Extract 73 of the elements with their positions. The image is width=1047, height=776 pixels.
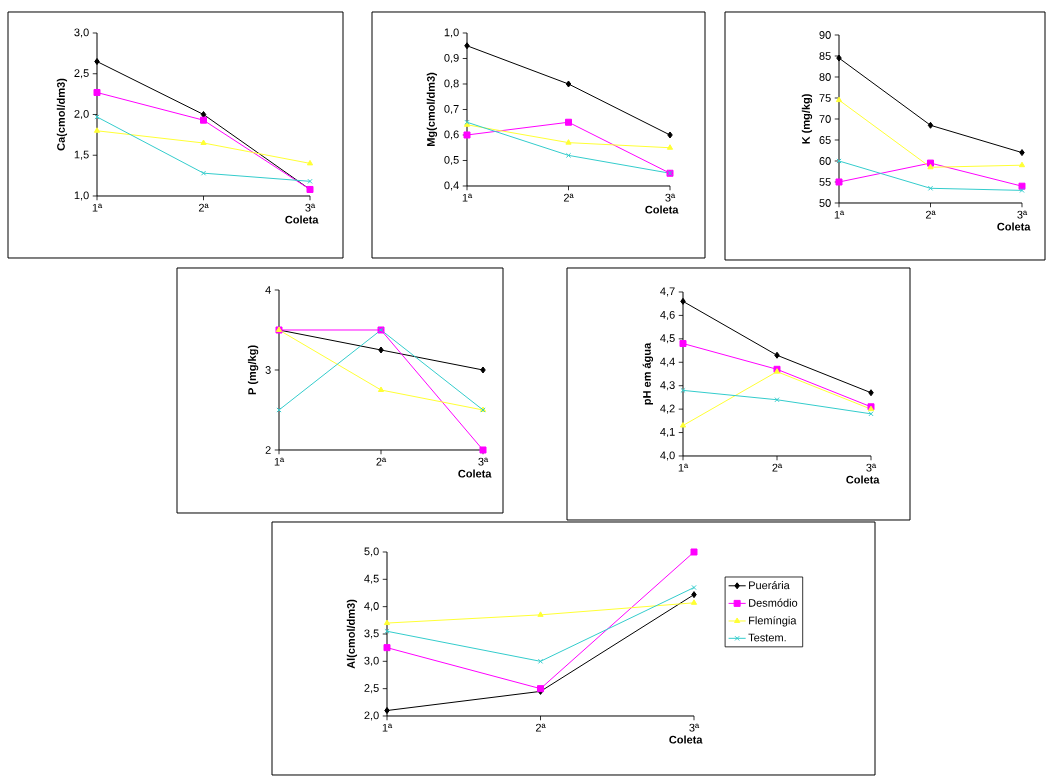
y-tick-label: 70 <box>819 115 831 123</box>
y-tick-label: 4 <box>265 286 271 294</box>
y-tick-label: 60 <box>819 157 831 165</box>
y-tick-label: 4,7 <box>660 287 675 297</box>
y-tick-label: 0,6 <box>444 130 459 140</box>
y-tick-label: 1,0 <box>74 191 89 201</box>
x-tick-label: 2ª <box>376 457 387 466</box>
y-tick-label: 65 <box>819 136 831 144</box>
y-axis-title: P (mg/kg) <box>247 345 259 395</box>
y-tick-label: 4,3 <box>660 381 675 391</box>
y-tick-label: 3 <box>265 366 271 374</box>
y-tick-label: 80 <box>819 73 831 81</box>
y-tick-label: 1,0 <box>444 28 459 38</box>
y-tick-label: 0,5 <box>444 155 459 166</box>
y-tick-label: 4,5 <box>660 334 675 344</box>
x-tick-label: 1ª <box>834 210 845 219</box>
x-tick-label: 3ª <box>1017 210 1028 219</box>
y-tick-label: 75 <box>819 94 831 102</box>
x-tick-label: 2ª <box>198 203 209 212</box>
x-tick-label: 1ª <box>462 193 473 202</box>
x-tick-label: 2ª <box>772 463 783 472</box>
y-tick-label: 90 <box>819 31 831 39</box>
x-tick-label: 1ª <box>92 203 103 212</box>
y-tick-label: 4,2 <box>660 404 675 414</box>
legend-label: Desmódio <box>749 598 798 607</box>
y-axis-title: Ca(cmol/dm3) <box>56 78 68 151</box>
y-tick-label: 2 <box>265 446 271 454</box>
y-axis-title: Al(cmol/dm3) <box>346 599 358 669</box>
y-tick-label: 4,5 <box>364 574 379 584</box>
x-tick-label: 3ª <box>478 457 489 466</box>
x-tick-label: 2ª <box>535 723 546 732</box>
y-tick-label: 0,9 <box>444 53 459 64</box>
y-axis-title: K (mg/kg) <box>801 94 813 144</box>
y-tick-label: 2,0 <box>364 711 379 721</box>
x-tick-label: 1ª <box>274 457 285 466</box>
y-tick-label: 4,0 <box>660 451 675 461</box>
y-tick-label: 4,0 <box>364 602 379 612</box>
y-tick-label: 0,4 <box>444 181 459 191</box>
x-axis-title: Coleta <box>645 205 679 214</box>
x-tick-label: 1ª <box>382 723 393 732</box>
y-tick-label: 55 <box>819 178 831 186</box>
x-tick-label: 3ª <box>689 723 700 732</box>
x-axis-title: Coleta <box>669 735 703 744</box>
x-axis-title: Coleta <box>997 222 1031 231</box>
y-tick-label: 4,6 <box>660 310 675 320</box>
x-tick-label: 3ª <box>665 193 676 202</box>
x-tick-label: 3ª <box>866 463 877 472</box>
x-tick-label: 2ª <box>563 193 574 202</box>
y-tick-label: 4,4 <box>660 357 675 367</box>
x-axis-title: Coleta <box>285 215 319 224</box>
y-axis-title: Mg(cmol/dm3) <box>426 72 438 147</box>
y-axis-title: pH em água <box>642 342 654 405</box>
y-tick-label: 0,8 <box>444 79 459 89</box>
y-tick-label: 1,5 <box>74 150 89 160</box>
x-tick-label: 2ª <box>925 210 936 219</box>
x-tick-label: 1ª <box>678 463 689 472</box>
legend-label: Puerária <box>749 580 790 590</box>
y-tick-label: 2,5 <box>364 684 379 694</box>
legend-label: Flemíngia <box>749 616 797 627</box>
x-tick-label: 3ª <box>305 203 316 212</box>
legend-label: Testem. <box>748 633 786 642</box>
y-tick-label: 50 <box>819 199 831 207</box>
y-tick-label: 2,0 <box>74 109 89 120</box>
x-axis-title: Coleta <box>458 469 492 478</box>
y-tick-label: 5,0 <box>364 547 379 557</box>
y-tick-label: 3,0 <box>364 656 379 666</box>
y-tick-label: 3,0 <box>74 28 89 38</box>
y-tick-label: 4,1 <box>660 428 675 438</box>
y-tick-label: 0,7 <box>444 104 459 115</box>
y-tick-label: 85 <box>819 52 831 60</box>
y-tick-label: 3,5 <box>364 629 379 639</box>
x-axis-title: Coleta <box>846 475 880 484</box>
y-tick-label: 2,5 <box>74 69 89 79</box>
